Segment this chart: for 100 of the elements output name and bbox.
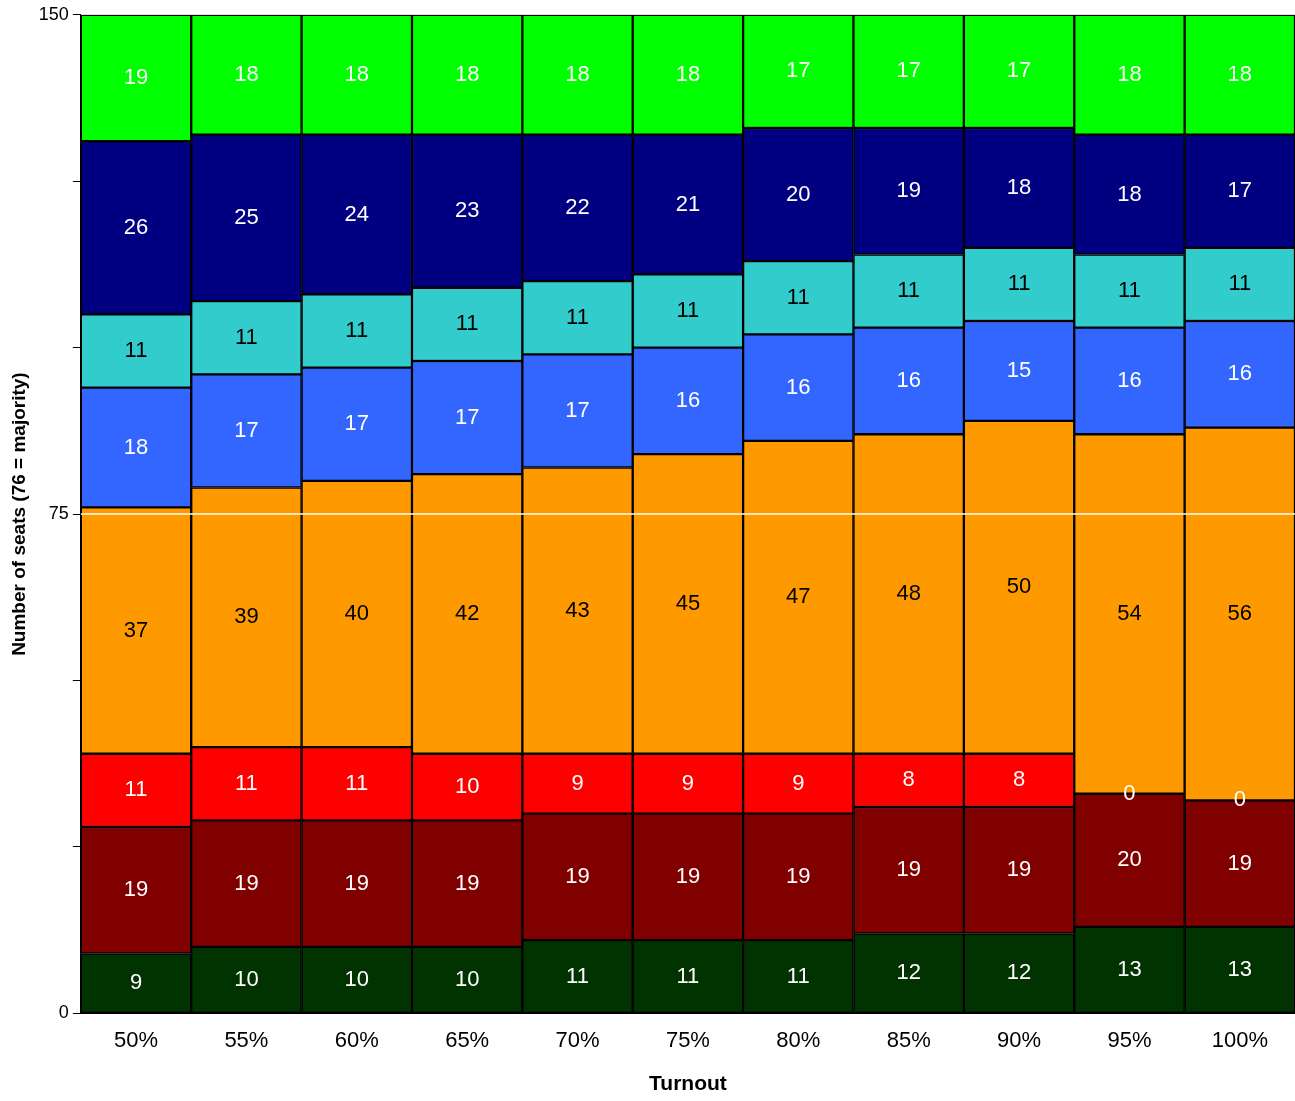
data-label: 10 — [454, 965, 480, 991]
data-label: 11 — [345, 769, 369, 795]
x-tick-label: 100% — [1211, 1026, 1268, 1052]
data-label: 16 — [786, 373, 811, 399]
data-label: 18 — [234, 60, 259, 86]
data-label: 9 — [681, 769, 695, 795]
data-label: 18 — [123, 433, 149, 459]
data-label: 22 — [565, 193, 590, 219]
data-label: 9 — [792, 769, 805, 795]
data-label: 10 — [234, 965, 259, 991]
data-label: 18 — [565, 60, 590, 86]
data-label: 17 — [1227, 177, 1253, 203]
data-label: 11 — [345, 317, 369, 343]
x-tick-label: 90% — [997, 1026, 1042, 1052]
data-label: 19 — [454, 869, 480, 895]
data-label: 11 — [566, 303, 589, 329]
data-label: 11 — [455, 310, 479, 336]
data-label: 11 — [566, 962, 589, 988]
data-label: 11 — [1007, 270, 1031, 296]
data-label: 13 — [1117, 955, 1142, 981]
data-label: 11 — [234, 323, 258, 349]
x-tick-label: 85% — [886, 1026, 931, 1052]
x-axis-title: Turnout — [649, 1071, 727, 1095]
data-label: 16 — [896, 367, 921, 393]
y-tick-label: 0 — [58, 1002, 69, 1023]
data-label: 19 — [123, 64, 149, 90]
data-label: 11 — [676, 297, 700, 323]
data-label: 11 — [1118, 277, 1141, 303]
data-label: 19 — [123, 876, 149, 902]
data-label: 11 — [1228, 270, 1252, 296]
data-label: 0 — [1123, 779, 1136, 805]
data-label: 39 — [234, 603, 259, 629]
data-label: 21 — [675, 190, 701, 216]
data-label: 20 — [1117, 846, 1142, 872]
x-tick-label: 70% — [555, 1026, 600, 1052]
data-label: 19 — [1227, 849, 1253, 875]
data-label: 16 — [1117, 367, 1142, 393]
data-label: 11 — [786, 962, 810, 988]
data-label: 50 — [1006, 573, 1032, 599]
data-label: 13 — [1227, 955, 1253, 981]
data-label: 18 — [1117, 180, 1142, 206]
data-label: 48 — [896, 580, 921, 606]
data-label: 17 — [565, 396, 590, 422]
data-label: 42 — [454, 600, 480, 626]
x-tick-label: 60% — [334, 1026, 379, 1052]
data-label: 9 — [129, 969, 143, 995]
data-label: 18 — [1006, 173, 1032, 199]
data-label: 16 — [675, 386, 701, 412]
data-label: 17 — [1006, 57, 1032, 83]
data-label: 19 — [565, 862, 590, 888]
x-tick-label: 55% — [224, 1026, 269, 1052]
data-label: 12 — [896, 959, 921, 985]
data-label: 11 — [124, 776, 148, 802]
data-label: 9 — [571, 769, 584, 795]
data-label: 23 — [454, 197, 480, 223]
data-label: 11 — [234, 769, 258, 795]
x-tick-label: 65% — [445, 1026, 490, 1052]
data-label: 19 — [344, 869, 370, 895]
data-label: 18 — [1117, 60, 1142, 86]
data-label: 11 — [124, 337, 148, 363]
data-label: 47 — [786, 583, 811, 609]
data-label: 45 — [675, 590, 701, 616]
data-label: 17 — [454, 403, 480, 429]
data-label: 19 — [1006, 856, 1032, 882]
data-label: 26 — [123, 213, 149, 239]
data-label: 24 — [344, 200, 370, 226]
y-tick-label: 150 — [38, 3, 69, 24]
data-label: 10 — [344, 965, 370, 991]
data-label: 17 — [344, 410, 370, 436]
data-label: 43 — [565, 596, 590, 622]
x-tick-label: 75% — [665, 1026, 710, 1052]
y-tick-label: 75 — [48, 503, 69, 524]
data-label: 40 — [344, 600, 370, 626]
x-tick-label: 95% — [1107, 1026, 1152, 1052]
data-label: 11 — [897, 277, 921, 303]
data-label: 11 — [786, 283, 810, 309]
data-label: 37 — [123, 616, 149, 642]
x-tick-label: 50% — [114, 1026, 159, 1052]
data-label: 11 — [676, 962, 700, 988]
data-label: 25 — [234, 203, 259, 229]
data-label: 8 — [1012, 766, 1026, 792]
data-label: 19 — [234, 869, 259, 895]
data-label: 10 — [454, 773, 480, 799]
x-tick-label: 80% — [776, 1026, 821, 1052]
data-label: 18 — [1227, 60, 1253, 86]
data-label: 19 — [786, 862, 811, 888]
data-label: 18 — [454, 60, 480, 86]
data-label: 54 — [1117, 600, 1142, 626]
data-label: 56 — [1227, 600, 1253, 626]
data-label: 0 — [1233, 786, 1246, 812]
data-label: 17 — [896, 57, 921, 83]
data-label: 18 — [344, 60, 370, 86]
data-label: 17 — [234, 416, 259, 442]
data-label: 19 — [896, 177, 921, 203]
data-label: 18 — [675, 60, 701, 86]
data-label: 19 — [896, 856, 921, 882]
data-label: 8 — [902, 766, 915, 792]
data-label: 12 — [1006, 959, 1032, 985]
data-label: 19 — [675, 862, 701, 888]
y-axis-title: Number of seats (76 = majority) — [7, 372, 29, 656]
